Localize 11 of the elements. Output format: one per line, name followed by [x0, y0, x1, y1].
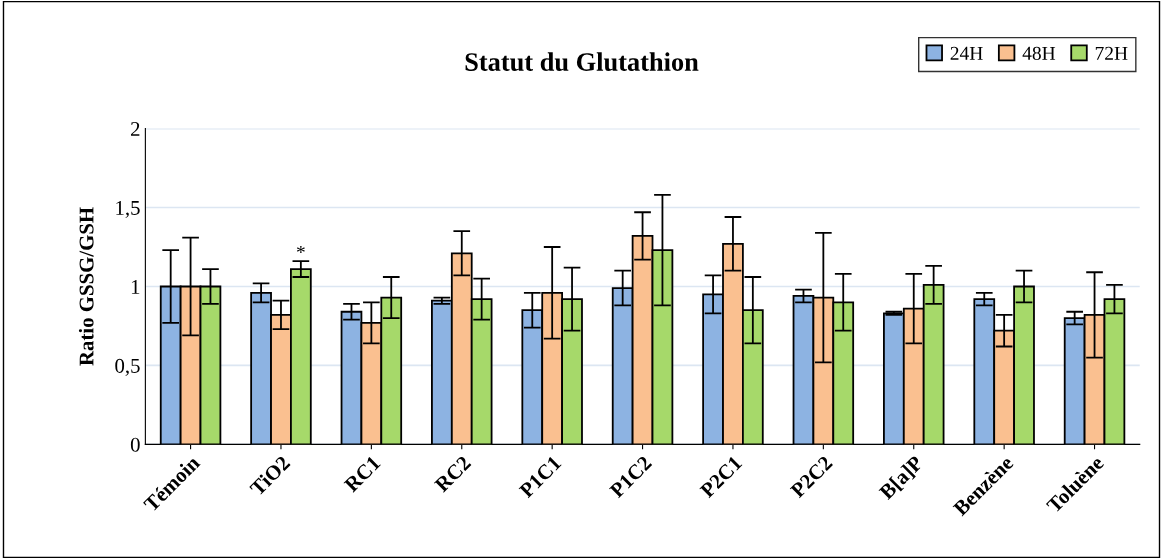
y-tick-label: 0 — [130, 437, 140, 452]
y-tick-label: 1 — [131, 279, 140, 294]
y-axis-title: Ratio GSSG/GSH — [78, 207, 94, 366]
legend-label: 24H — [950, 46, 983, 60]
chart-title: Statut du Glutathion — [465, 52, 699, 71]
y-tick-label: 1,5 — [116, 201, 140, 218]
legend-label: 72H — [1095, 46, 1128, 60]
y-tick-label: 2 — [131, 122, 140, 136]
legend-label: 48H — [1022, 46, 1056, 60]
annotation: * — [296, 245, 305, 254]
y-tick-label: 0,5 — [115, 358, 140, 376]
